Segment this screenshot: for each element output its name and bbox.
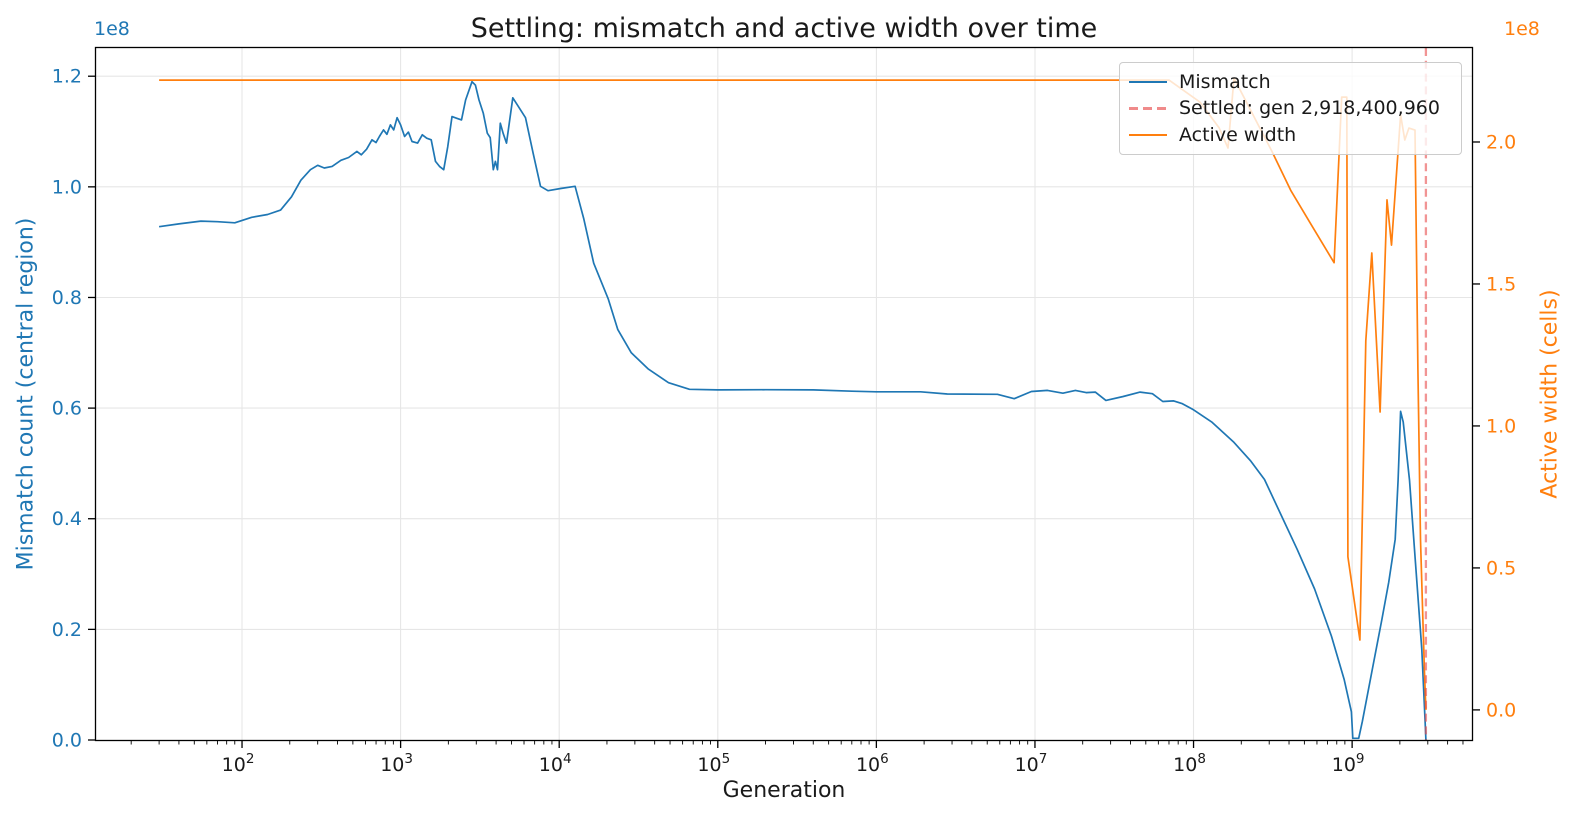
- x-tick-label: 107: [1015, 751, 1048, 776]
- x-tick-label: 109: [1332, 751, 1365, 776]
- x-tick-label: 103: [380, 751, 413, 776]
- right-axis-offset-text: 1e8: [1504, 18, 1540, 40]
- left-y-tick-label: 0.0: [52, 730, 82, 752]
- left-y-tick-label: 1.2: [52, 66, 82, 88]
- right-y-tick-label: 2.0: [1486, 131, 1516, 153]
- right-y-tick-label: 1.0: [1486, 415, 1516, 437]
- left-y-tick-label: 1.0: [52, 176, 82, 198]
- legend-label-active-width: Active width: [1179, 123, 1297, 146]
- legend-item-mismatch: Mismatch: [1120, 69, 1461, 95]
- legend-item-settled: Settled: gen 2,918,400,960: [1120, 95, 1461, 121]
- legend-item-active-width: Active width: [1120, 122, 1461, 148]
- x-tick-label: 102: [222, 751, 255, 776]
- legend: Mismatch Settled: gen 2,918,400,960 Acti…: [1119, 62, 1462, 155]
- left-y-tick-label: 0.2: [52, 619, 82, 641]
- right-y-tick-label: 1.5: [1486, 273, 1516, 295]
- chart-title: Settling: mismatch and active width over…: [470, 13, 1098, 44]
- series-line-active-width: [159, 77, 1427, 710]
- legend-label-settled: Settled: gen 2,918,400,960: [1179, 97, 1440, 120]
- legend-label-mismatch: Mismatch: [1179, 71, 1271, 94]
- active-width-line-swatch: [1129, 133, 1167, 137]
- right-y-axis-label: Active width (cells): [1537, 289, 1563, 499]
- series-line-mismatch: [158, 80, 1427, 741]
- x-axis-label: Generation: [722, 778, 846, 803]
- axes-spines: [94, 46, 1474, 742]
- left-y-tick-label: 0.6: [52, 398, 82, 420]
- x-tick-label: 108: [1173, 751, 1206, 776]
- x-tick-label: 106: [856, 751, 889, 776]
- left-y-tick-label: 0.8: [52, 287, 82, 309]
- left-y-axis-label: Mismatch count (central region): [13, 217, 39, 571]
- mismatch-line-swatch: [1129, 80, 1167, 84]
- right-y-tick-label: 0.5: [1486, 557, 1516, 579]
- settled-dashed-line-swatch: [1129, 106, 1167, 110]
- left-y-tick-label: 0.4: [52, 508, 82, 530]
- x-tick-label: 104: [539, 751, 572, 776]
- x-tick-label: 105: [697, 751, 730, 776]
- left-axis-offset-text: 1e8: [94, 18, 130, 40]
- right-y-tick-label: 0.0: [1486, 699, 1516, 721]
